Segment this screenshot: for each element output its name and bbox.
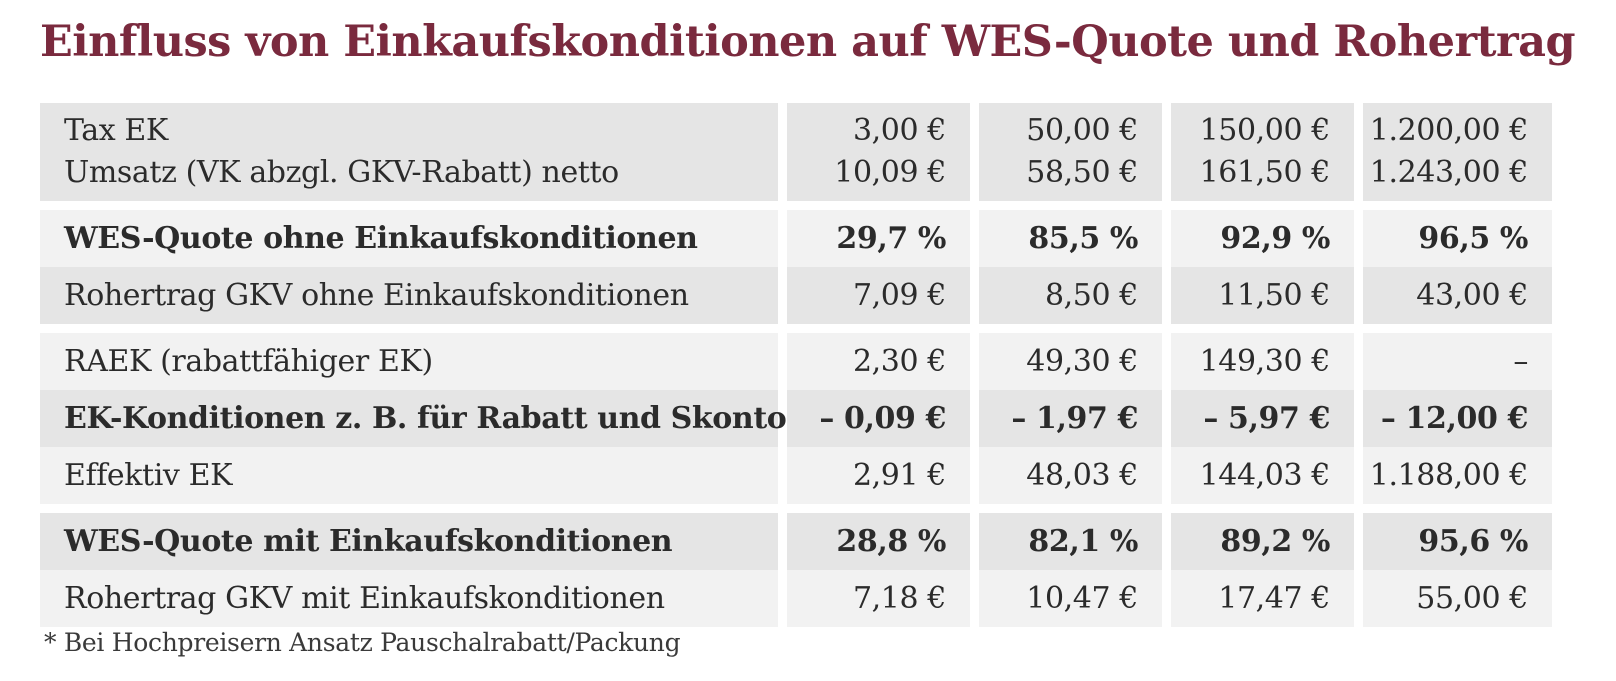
umsatz-value: 10,09 € <box>834 155 946 190</box>
value-cell: – 0,09 € <box>787 390 970 447</box>
value-cell: 2,91 € <box>787 447 970 504</box>
table-row-rohertrag-mit: Rohertrag GKV mit Einkaufskonditionen 7,… <box>40 570 1610 627</box>
value-cell: 82,1 % <box>979 513 1162 570</box>
umsatz-value: 1.243,00 € <box>1369 155 1529 190</box>
table-row-wes-quote-ohne: WES-Quote ohne Einkaufskonditionen 29,7 … <box>40 210 1610 267</box>
table-row-effektiv-ek: Effektiv EK 2,91 € 48,03 € 144,03 € 1.18… <box>40 447 1610 504</box>
umsatz-label: Umsatz (VK abzgl. GKV-Rabatt) netto <box>64 155 619 190</box>
value-cell: 48,03 € <box>979 447 1162 504</box>
value-cell: 11,50 € <box>1171 267 1354 324</box>
value-cell: 8,50 € <box>979 267 1162 324</box>
value-cell: 55,00 € <box>1363 570 1552 627</box>
page-title: Einfluss von Einkaufskonditionen auf WES… <box>40 17 1576 67</box>
tax-ek-value: 50,00 € <box>1026 113 1138 148</box>
footnote: * Bei Hochpreisern Ansatz Pauschalrabatt… <box>44 628 681 657</box>
value-cell: 1.188,00 € <box>1363 447 1552 504</box>
value-cell: – 1,97 € <box>979 390 1162 447</box>
tax-ek-value: 1.200,00 € <box>1369 113 1529 148</box>
value-cell: 95,6 % <box>1363 513 1552 570</box>
row-label: RAEK (rabattfähiger EK) <box>40 333 778 390</box>
tax-ek-value: 3,00 € <box>852 113 946 148</box>
table-row-tax-ek-umsatz: Tax EK Umsatz (VK abzgl. GKV-Rabatt) net… <box>40 103 1610 201</box>
value-cell: 10,47 € <box>979 570 1162 627</box>
value-cell: 49,30 € <box>979 333 1162 390</box>
value-cell: – <box>1363 333 1552 390</box>
row-separator <box>40 324 1610 333</box>
value-cell: 150,00 € 161,50 € <box>1171 103 1354 201</box>
value-cell: – 12,00 € <box>1363 390 1552 447</box>
value-cell: 43,00 € <box>1363 267 1552 324</box>
conditions-table: Tax EK Umsatz (VK abzgl. GKV-Rabatt) net… <box>40 103 1610 627</box>
value-cell: 28,8 % <box>787 513 970 570</box>
table-row-rohertrag-ohne: Rohertrag GKV ohne Einkaufskonditionen 7… <box>40 267 1610 324</box>
value-cell: 96,5 % <box>1363 210 1552 267</box>
row-label: Rohertrag GKV mit Einkaufskonditionen <box>40 570 778 627</box>
value-cell: 149,30 € <box>1171 333 1354 390</box>
tax-ek-label: Tax EK <box>64 113 168 148</box>
value-cell: 17,47 € <box>1171 570 1354 627</box>
value-cell: 3,00 € 10,09 € <box>787 103 970 201</box>
row-label: Tax EK Umsatz (VK abzgl. GKV-Rabatt) net… <box>40 103 778 201</box>
value-cell: 7,18 € <box>787 570 970 627</box>
table-row-wes-quote-mit: WES-Quote mit Einkaufskonditionen 28,8 %… <box>40 513 1610 570</box>
table-row-ek-konditionen: EK-Konditionen z. B. für Rabatt und Skon… <box>40 390 1610 447</box>
value-cell: 7,09 € <box>787 267 970 324</box>
row-label: Effektiv EK <box>40 447 778 504</box>
row-label: WES-Quote mit Einkaufskonditionen <box>40 513 778 570</box>
value-cell: 85,5 % <box>979 210 1162 267</box>
row-label: WES-Quote ohne Einkaufskonditionen <box>40 210 778 267</box>
table-row-raek: RAEK (rabattfähiger EK) 2,30 € 49,30 € 1… <box>40 333 1610 390</box>
umsatz-value: 161,50 € <box>1199 155 1331 190</box>
value-cell: 2,30 € <box>787 333 970 390</box>
value-cell: 1.200,00 € 1.243,00 € <box>1363 103 1552 201</box>
row-label: EK-Konditionen z. B. für Rabatt und Skon… <box>40 390 871 447</box>
value-cell: – 5,97 € <box>1171 390 1354 447</box>
value-cell: 92,9 % <box>1171 210 1354 267</box>
row-label: Rohertrag GKV ohne Einkaufskonditionen <box>40 267 778 324</box>
umsatz-value: 58,50 € <box>1026 155 1138 190</box>
row-separator <box>40 201 1610 210</box>
value-cell: 29,7 % <box>787 210 970 267</box>
value-cell: 89,2 % <box>1171 513 1354 570</box>
value-cell: 50,00 € 58,50 € <box>979 103 1162 201</box>
row-separator <box>40 504 1610 513</box>
tax-ek-value: 150,00 € <box>1199 113 1331 148</box>
value-cell: 144,03 € <box>1171 447 1354 504</box>
